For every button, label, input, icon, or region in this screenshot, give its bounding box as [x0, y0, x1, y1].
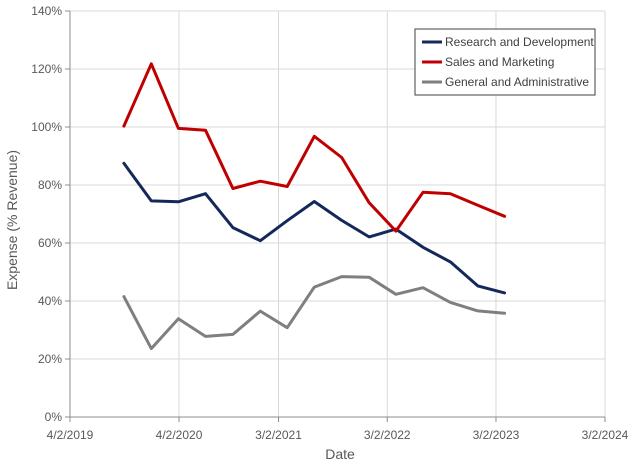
- y-tick-label: 0%: [45, 410, 63, 424]
- x-tick-label: 3/2/2024: [582, 428, 629, 442]
- legend-label-ga: General and Administrative: [445, 75, 589, 89]
- legend-label-sm: Sales and Marketing: [445, 55, 554, 69]
- series-line-1: [122, 161, 507, 295]
- y-tick-label: 100%: [31, 120, 62, 134]
- x-tick-label: 4/2/2020: [156, 428, 203, 442]
- y-tick-label: 20%: [38, 352, 62, 366]
- series-line-3: [122, 275, 507, 351]
- x-tick-label: 4/2/2019: [47, 428, 94, 442]
- x-tick-label: 3/2/2022: [364, 428, 411, 442]
- legend: Research and Development Sales and Marke…: [414, 28, 596, 96]
- y-tick-label: 120%: [31, 62, 62, 76]
- x-tick-label: 3/2/2021: [255, 428, 302, 442]
- y-tick-label: 140%: [31, 4, 62, 18]
- x-axis-title: Date: [325, 446, 355, 462]
- y-axis-title: Expense (% Revenue): [4, 150, 20, 290]
- series-lines: [122, 62, 507, 351]
- axes: [65, 10, 606, 422]
- y-tick-label: 40%: [38, 294, 62, 308]
- x-tick-label: 3/2/2023: [473, 428, 520, 442]
- series-line-2: [122, 62, 507, 233]
- y-tick-label: 80%: [38, 178, 62, 192]
- legend-box: [414, 28, 596, 96]
- legend-label-rd: Research and Development: [445, 35, 594, 49]
- tick-labels: 0% 20% 40% 60% 80% 100% 120% 140% 4/2/2019 4/2/20…: [31, 4, 628, 442]
- y-tick-label: 60%: [38, 236, 62, 250]
